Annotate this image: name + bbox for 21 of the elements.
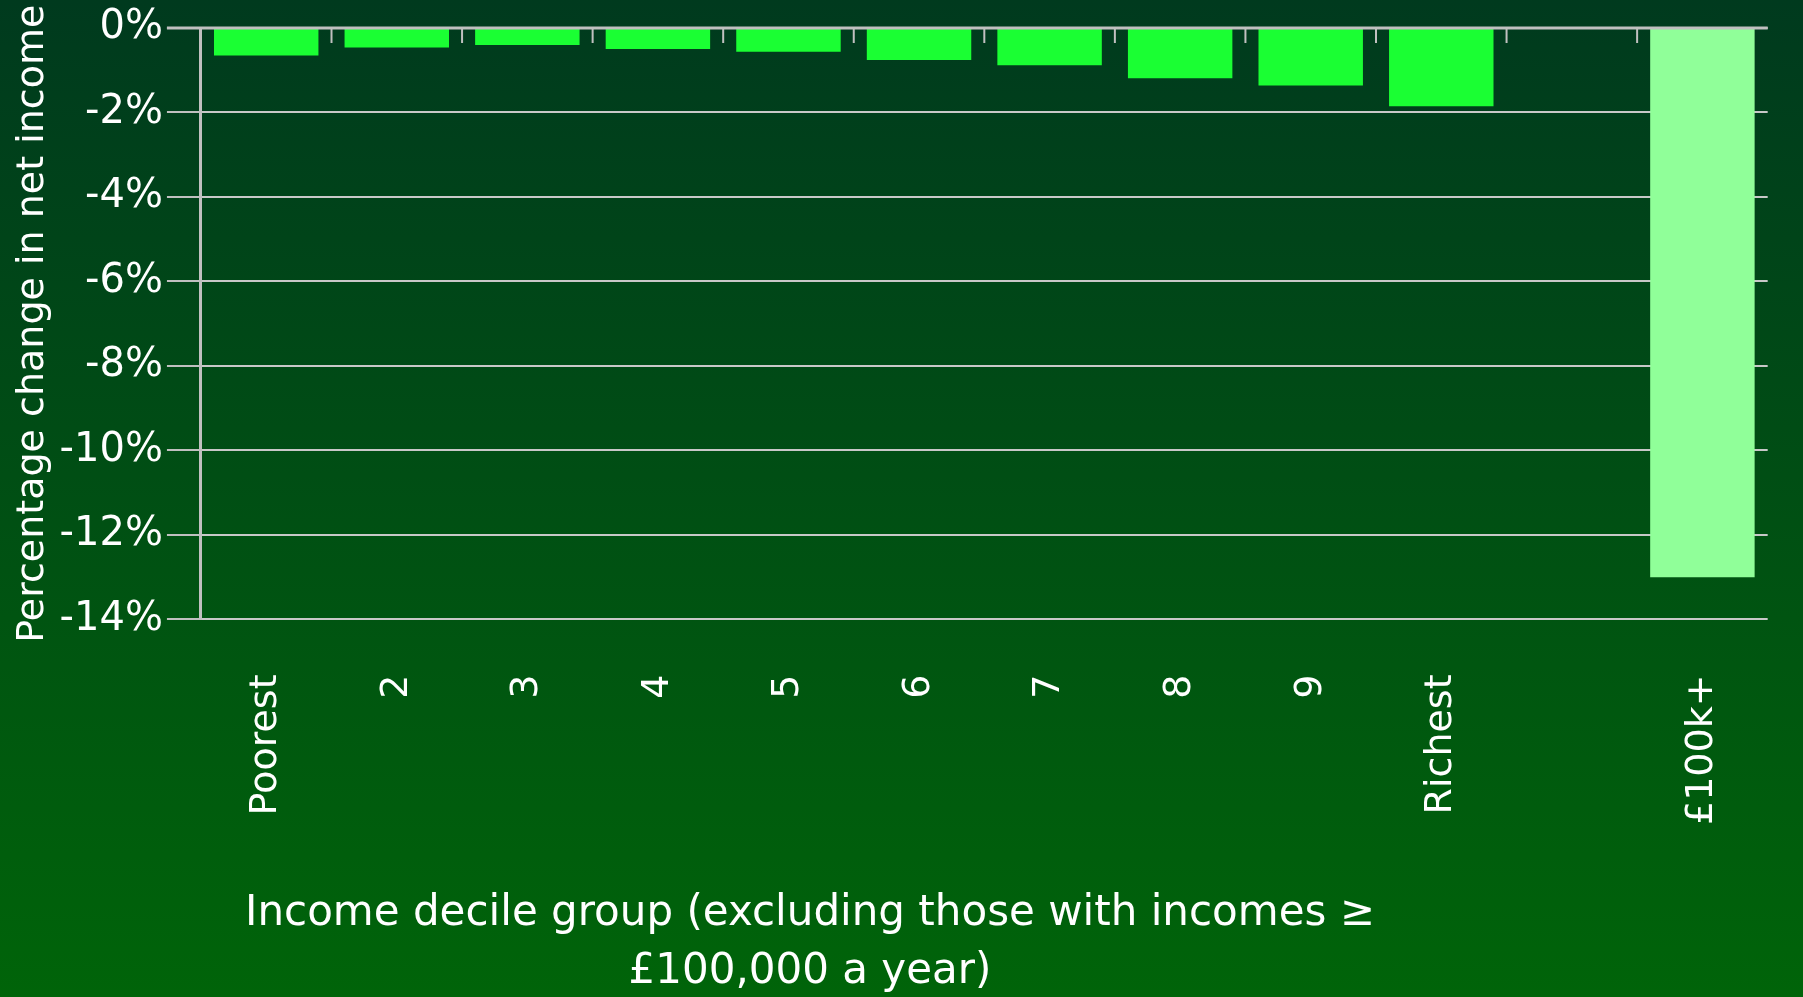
x-tick-label: 5 — [763, 674, 808, 699]
y-tick-label: 0% — [99, 1, 163, 48]
x-tick-label: 7 — [1024, 674, 1069, 699]
x-tick-label: 3 — [502, 674, 547, 699]
y-tick-label: -8% — [85, 339, 163, 386]
x-tick-label: 9 — [1285, 674, 1330, 699]
x-tick-label: 2 — [371, 674, 416, 699]
x-tick-label: 8 — [1155, 674, 1200, 699]
x-axis-title: Income decile group (excluding those with incomes ≥ £100,000 a year) — [244, 885, 1376, 995]
x-tick-label: Richest — [1416, 674, 1461, 815]
y-tick-label: -10% — [59, 423, 163, 470]
y-tick-label: -14% — [59, 592, 163, 639]
x-tick-label: 6 — [893, 674, 938, 699]
y-tick-label: -6% — [85, 254, 163, 301]
y-tick-label: -4% — [85, 170, 163, 217]
x-tick-label: £100k+ — [1677, 674, 1722, 826]
y-tick-label: -12% — [59, 508, 163, 555]
y-tick-label: -2% — [85, 85, 163, 132]
x-tick-label: Poorest — [241, 674, 286, 816]
y-axis-title: Percentage change in net income — [7, 4, 52, 643]
x-tick-label: 4 — [632, 674, 677, 699]
